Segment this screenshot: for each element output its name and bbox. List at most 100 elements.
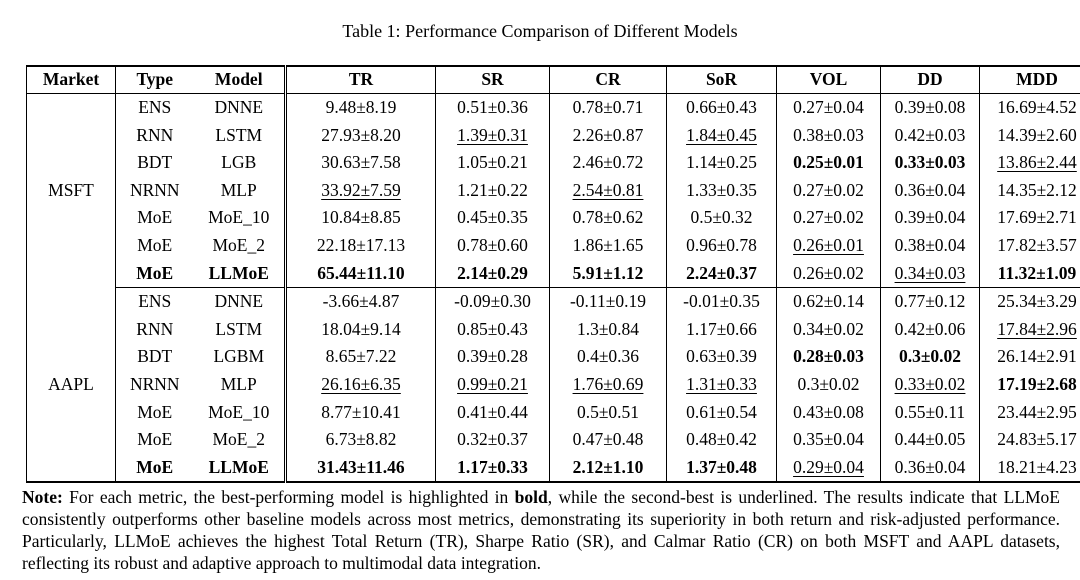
mdd-value: 24.83±5.17	[997, 429, 1077, 450]
table-row: MoE LLMoE 31.43±11.46 1.17±0.33 2.12±1.10 1.3…	[27, 453, 1080, 483]
cr-value: 1.86±1.65	[572, 235, 644, 256]
tr-cell: 27.93±8.20	[285, 121, 436, 150]
sr-cell: 0.51±0.36	[435, 93, 550, 122]
vol-value: 0.62±0.14	[793, 291, 864, 312]
vol-value: 0.27±0.04	[793, 97, 864, 118]
model-cell: MoE_2	[193, 426, 287, 454]
cr-cell: 1.76±0.69	[549, 370, 667, 399]
dd-value: 0.36±0.04	[894, 179, 966, 200]
performance-table: Market Type Model TR SR CR SoR VOL DD MD…	[26, 65, 1080, 484]
model-cell: MLP	[193, 370, 287, 399]
sr-cell: 1.21±0.22	[435, 176, 550, 205]
vol-cell: 0.62±0.14	[776, 287, 881, 316]
table-row: MoE MoE_2 6.73±8.82 0.32±0.37 0.47±0.48 0.48±…	[27, 426, 1080, 454]
model-cell: DNNE	[193, 93, 287, 122]
sor-value: 1.14±0.25	[686, 152, 757, 173]
mdd-value: 18.21±4.23	[997, 456, 1077, 477]
tr-value: 8.77±10.41	[321, 401, 401, 422]
vol-cell: 0.38±0.03	[776, 121, 881, 150]
vol-value: 0.34±0.02	[793, 318, 864, 339]
tr-cell: 8.77±10.41	[285, 398, 436, 427]
cr-cell: 2.46±0.72	[549, 149, 667, 177]
mdd-value: 23.44±2.95	[997, 401, 1077, 422]
sr-cell: 0.85±0.43	[435, 315, 550, 344]
header-row: Market Type Model TR SR CR SoR VOL DD MD…	[26, 66, 1080, 94]
vol-cell: 0.43±0.08	[776, 398, 881, 427]
mdd-value: 16.69±4.52	[997, 97, 1077, 118]
model-cell: DNNE	[193, 287, 287, 316]
tr-cell: 18.04±9.14	[285, 315, 436, 344]
vol-value: 0.28±0.03	[793, 346, 864, 367]
sor-value: 0.63±0.39	[686, 346, 757, 367]
vol-cell: 0.27±0.02	[776, 204, 881, 232]
vol-cell: 0.27±0.02	[776, 176, 881, 205]
dd-cell: 0.33±0.02	[880, 370, 980, 399]
table-row: RNN LSTM 27.93±8.20 1.39±0.31 2.26±0.87 1.84±…	[27, 121, 1080, 150]
sor-cell: 1.33±0.35	[666, 176, 777, 205]
sor-cell: 1.84±0.45	[666, 121, 777, 150]
model-cell: LLMoE	[193, 453, 287, 483]
sor-value: 2.24±0.37	[686, 262, 757, 283]
type-cell: ENS	[138, 97, 172, 118]
cr-cell: -0.11±0.19	[549, 287, 667, 316]
market-cell: AAPL	[26, 287, 116, 483]
type-cell: NRNN	[129, 373, 180, 394]
mdd-value: 17.19±2.68	[997, 373, 1077, 394]
dd-cell: 0.55±0.11	[880, 398, 980, 427]
sr-value: 0.78±0.60	[457, 235, 528, 256]
mdd-value: 17.84±2.96	[997, 318, 1077, 339]
dd-value: 0.34±0.03	[894, 262, 966, 283]
cr-value: 2.46±0.72	[572, 152, 644, 173]
sor-cell: 1.14±0.25	[666, 149, 777, 177]
note-segment: Note:	[22, 487, 63, 507]
cr-cell: 0.4±0.36	[549, 343, 667, 371]
dd-cell: 0.36±0.04	[880, 176, 980, 205]
model-cell: MoE_2	[193, 231, 287, 260]
header-type: Type	[115, 66, 194, 94]
note-segment: , while the second-best is underlined. T…	[22, 487, 1060, 573]
tr-cell: 10.84±8.85	[285, 204, 436, 232]
tr-value: -3.66±4.87	[322, 291, 400, 312]
cr-value: 2.12±1.10	[572, 456, 644, 477]
mdd-cell: 17.19±2.68	[980, 371, 1080, 399]
mdd-cell: 17.82±3.57	[980, 232, 1080, 260]
type-cell: MoE	[137, 401, 173, 422]
sr-cell: 1.17±0.33	[435, 453, 550, 483]
sor-value: 0.48±0.42	[686, 429, 757, 450]
dd-value: 0.44±0.05	[894, 429, 966, 450]
tr-value: 22.18±17.13	[316, 235, 406, 256]
table-row: MoE MoE_2 22.18±17.13 0.78±0.60 1.86±1.65 0.9…	[27, 231, 1080, 260]
vol-cell: 0.27±0.04	[776, 93, 881, 122]
vol-cell: 0.35±0.04	[776, 426, 881, 454]
table-row: NRNN MLP 26.16±6.35 0.99±0.21 1.76±0.69 1.31±…	[27, 370, 1080, 399]
sr-value: 0.32±0.37	[457, 429, 528, 450]
note-segment: For each metric, the best-performing mod…	[62, 487, 515, 507]
vol-value: 0.43±0.08	[793, 401, 864, 422]
sor-cell: 0.63±0.39	[666, 343, 777, 371]
dd-value: 0.39±0.08	[894, 97, 966, 118]
mdd-cell: 24.83±5.17	[980, 426, 1080, 454]
sor-value: 1.84±0.45	[686, 124, 757, 145]
vol-cell: 0.25±0.01	[776, 149, 881, 177]
cr-cell: 2.26±0.87	[549, 121, 667, 150]
vol-value: 0.27±0.02	[793, 179, 864, 200]
cr-cell: 1.3±0.84	[549, 315, 667, 344]
type-cell: MoE	[115, 453, 194, 483]
vol-value: 0.26±0.01	[793, 235, 864, 256]
sor-value: -0.01±0.35	[683, 291, 760, 312]
dd-cell: 0.3±0.02	[880, 343, 980, 371]
mdd-cell: 14.39±2.60	[980, 122, 1080, 150]
mdd-value: 14.35±2.12	[997, 179, 1077, 200]
sr-cell: 2.14±0.29	[435, 259, 550, 289]
sor-value: 0.66±0.43	[686, 97, 757, 118]
type-cell: MoE	[137, 235, 173, 256]
cr-cell: 2.54±0.81	[549, 176, 667, 205]
dd-cell: 0.42±0.03	[880, 121, 980, 150]
mdd-cell: 25.34±3.29	[980, 288, 1080, 316]
sor-cell: 0.61±0.54	[666, 398, 777, 427]
vol-value: 0.26±0.02	[793, 262, 864, 283]
model-cell: MoE_10	[193, 204, 287, 232]
tr-cell: 6.73±8.82	[285, 426, 436, 454]
mdd-value: 14.39±2.60	[997, 124, 1077, 145]
cr-value: 5.91±1.12	[572, 262, 644, 283]
